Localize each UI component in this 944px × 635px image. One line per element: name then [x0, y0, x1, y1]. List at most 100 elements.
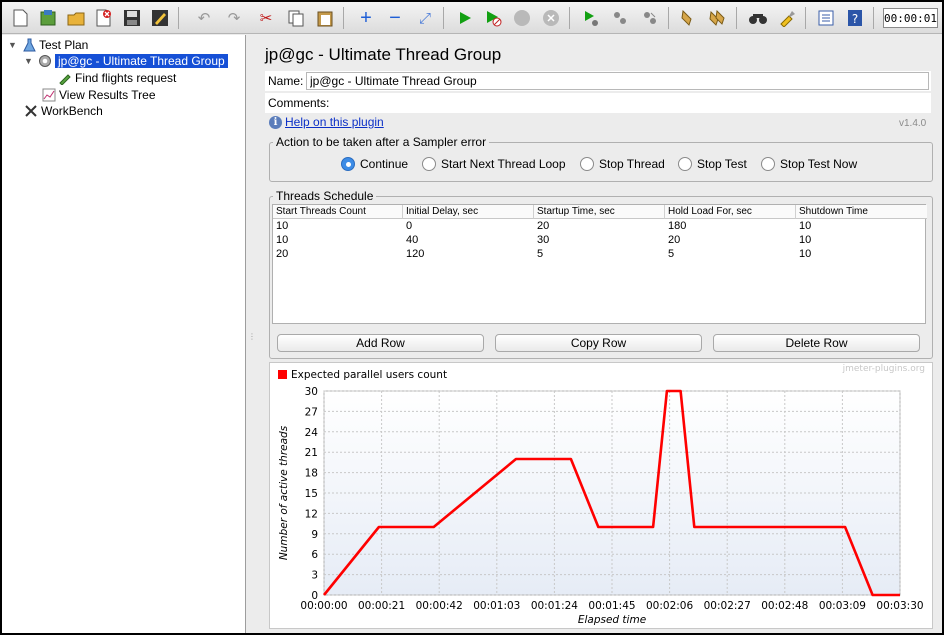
table-cell[interactable]: 10 — [276, 234, 289, 246]
remote-shutdown-icon[interactable] — [638, 6, 662, 30]
radio-dot[interactable] — [580, 157, 594, 171]
table-cell[interactable]: 20 — [276, 248, 289, 260]
sampler-error-title: Action to be taken after a Sampler error — [273, 135, 490, 149]
table-cell[interactable]: 10 — [799, 248, 812, 260]
y-axis-label: Number of active threads — [278, 425, 290, 560]
table-cell[interactable]: 10 — [799, 220, 812, 232]
table-cell[interactable]: 10 — [276, 220, 289, 232]
radio-dot[interactable] — [678, 157, 692, 171]
tree-node-listener[interactable]: View Results Tree — [42, 87, 156, 103]
cut-icon[interactable]: ✂ — [259, 9, 273, 27]
expand-icon[interactable]: + — [360, 7, 372, 29]
y-tick-label: 9 — [311, 529, 318, 541]
y-tick-label: 3 — [311, 570, 318, 582]
legend-swatch — [278, 370, 287, 379]
y-tick-label: 30 — [305, 386, 318, 398]
test-plan-tree[interactable]: ▼ Test Plan ▼ jp@gc - Ultimate Thread Gr… — [2, 35, 246, 633]
help-icon[interactable]: ? — [843, 6, 867, 30]
save-as-icon[interactable] — [148, 6, 172, 30]
table-cell[interactable]: 0 — [406, 220, 413, 232]
stop-icon[interactable] — [510, 6, 534, 30]
toggle-icon[interactable]: ⤢ — [418, 9, 431, 27]
redo-icon[interactable]: ↷ — [227, 9, 241, 27]
tree-label-sampler: Find flights request — [75, 71, 177, 85]
comments-input[interactable] — [329, 94, 929, 112]
radio-stop-test-now[interactable]: Stop Test Now — [761, 157, 857, 171]
start-icon[interactable] — [453, 6, 477, 30]
column-header[interactable]: Start Threads Count — [273, 205, 403, 219]
remote-start-icon[interactable] — [579, 6, 603, 30]
table-cell[interactable]: 20 — [537, 220, 550, 232]
radio-stop-thread[interactable]: Stop Thread — [580, 157, 665, 171]
search-icon[interactable] — [746, 6, 770, 30]
x-tick-label: 00:02:48 — [761, 600, 808, 612]
table-cell[interactable]: 180 — [668, 220, 687, 232]
table-cell[interactable]: 30 — [537, 234, 550, 246]
save-icon[interactable] — [120, 6, 144, 30]
tree-label-thread-group: jp@gc - Ultimate Thread Group — [55, 54, 228, 68]
comments-row: Comments: — [265, 93, 931, 113]
templates-icon[interactable] — [36, 6, 60, 30]
gear-icon — [38, 54, 52, 68]
test-plan-icon — [22, 38, 36, 52]
radio-start-next-thread-loop[interactable]: Start Next Thread Loop — [422, 157, 566, 171]
table-cell[interactable]: 5 — [537, 248, 544, 260]
radio-dot[interactable] — [422, 157, 436, 171]
series-line — [322, 389, 900, 597]
table-cell[interactable]: 40 — [406, 234, 419, 246]
function-helper-icon[interactable] — [814, 6, 838, 30]
start-no-timers-icon[interactable] — [481, 6, 505, 30]
radio-dot[interactable] — [761, 157, 775, 171]
radio-label: Continue — [360, 157, 409, 171]
column-header[interactable]: Startup Time, sec — [534, 205, 665, 219]
clear-all-icon[interactable] — [706, 6, 730, 30]
table-cell[interactable]: 10 — [799, 234, 812, 246]
table-cell[interactable]: 20 — [668, 234, 681, 246]
tree-node-workbench[interactable]: WorkBench — [24, 103, 103, 119]
shutdown-icon[interactable] — [539, 6, 563, 30]
close-icon[interactable] — [92, 6, 116, 30]
collapse-icon[interactable]: − — [389, 7, 401, 29]
tree-node-test-plan[interactable]: ▼ Test Plan — [8, 37, 88, 53]
expand-arrow-icon[interactable]: ▼ — [24, 56, 33, 66]
radio-label: Stop Thread — [599, 157, 665, 171]
tree-node-sampler[interactable]: Find flights request — [58, 70, 176, 86]
add-row-button[interactable]: Add Row — [277, 334, 484, 352]
clear-icon[interactable] — [676, 6, 700, 30]
grip-icon: ⋮ — [248, 332, 256, 341]
y-tick-label: 15 — [305, 488, 318, 500]
delete-row-button[interactable]: Delete Row — [713, 334, 920, 352]
workbench-icon — [24, 104, 38, 118]
table-cell[interactable]: 120 — [406, 248, 425, 260]
radio-stop-test[interactable]: Stop Test — [678, 157, 747, 171]
column-header[interactable]: Hold Load For, sec — [665, 205, 796, 219]
table-cell[interactable]: 5 — [668, 248, 675, 260]
radio-dot[interactable] — [341, 157, 355, 171]
x-tick-label: 00:01:03 — [473, 600, 520, 612]
version-label: v1.4.0 — [899, 118, 927, 129]
x-tick-label: 00:02:06 — [646, 600, 693, 612]
x-tick-label: 00:01:24 — [531, 600, 578, 612]
help-link[interactable]: Help on this plugin — [285, 115, 384, 129]
column-header[interactable]: Shutdown Time — [796, 205, 927, 219]
paste-icon[interactable] — [313, 6, 337, 30]
radio-continue[interactable]: Continue — [341, 157, 408, 171]
split-pane-divider[interactable]: ⋮ — [247, 35, 256, 633]
expand-arrow-icon[interactable]: ▼ — [8, 40, 17, 50]
name-input[interactable] — [306, 72, 929, 90]
x-tick-label: 00:00:00 — [300, 600, 347, 612]
reset-search-icon[interactable] — [775, 6, 799, 30]
y-tick-label: 27 — [305, 406, 318, 418]
open-icon[interactable] — [64, 6, 88, 30]
undo-icon[interactable]: ↶ — [197, 9, 211, 27]
comments-label: Comments: — [268, 96, 330, 110]
help-row: i Help on this plugin — [269, 115, 384, 129]
new-icon[interactable] — [8, 6, 32, 30]
y-tick-label: 24 — [305, 427, 319, 439]
copy-row-button[interactable]: Copy Row — [495, 334, 702, 352]
remote-stop-icon[interactable] — [608, 6, 632, 30]
column-header[interactable]: Initial Delay, sec — [403, 205, 534, 219]
tree-node-thread-group[interactable]: ▼ jp@gc - Ultimate Thread Group — [24, 53, 228, 69]
copy-icon[interactable] — [284, 6, 308, 30]
schedule-table[interactable]: Start Threads Count Initial Delay, sec S… — [272, 204, 927, 324]
